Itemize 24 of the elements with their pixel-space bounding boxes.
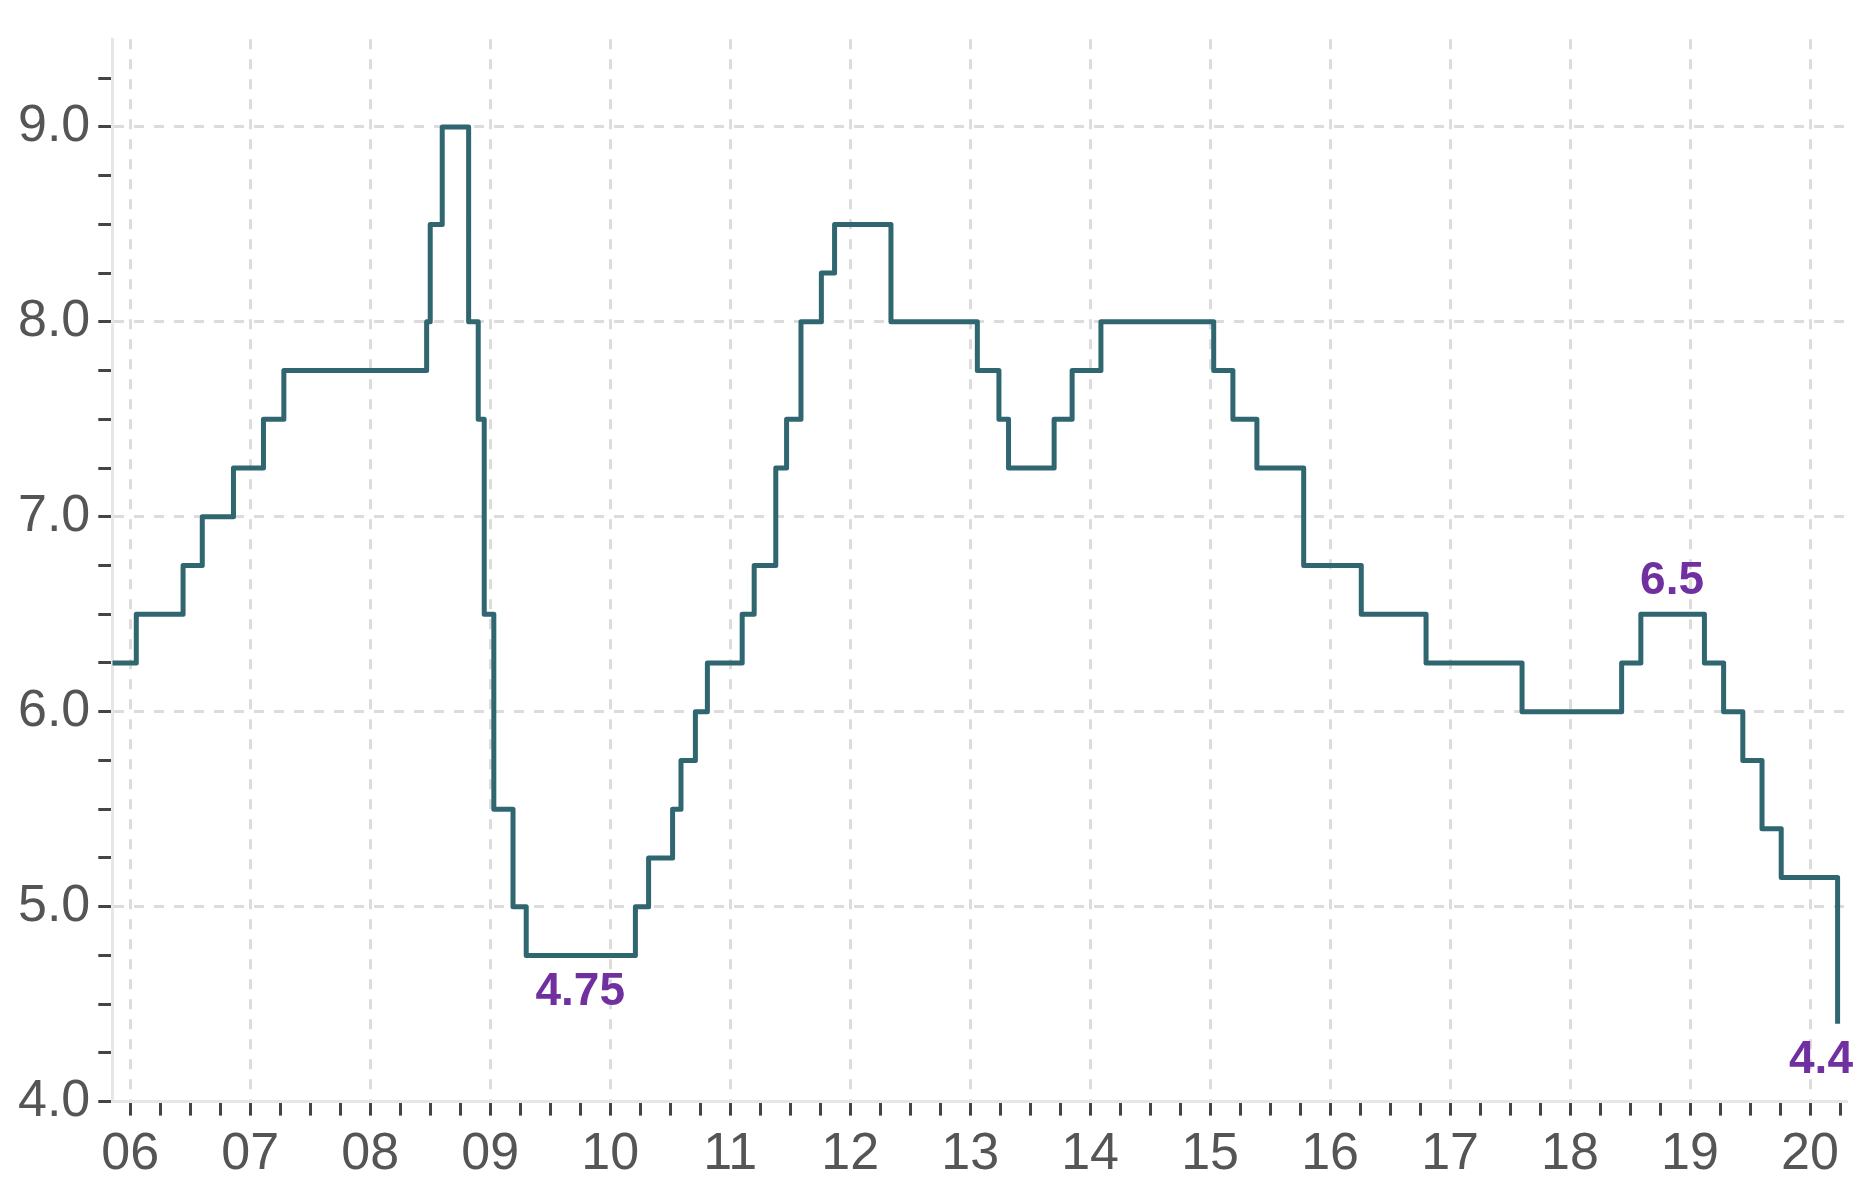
x-tick-label: 09 (461, 1122, 520, 1181)
x-tick-label: 18 (1541, 1122, 1599, 1181)
x-tick-label: 12 (821, 1122, 880, 1181)
y-tick-label: 8.0 (17, 289, 91, 348)
x-tick-label: 15 (1181, 1122, 1240, 1181)
x-tick-label: 07 (221, 1122, 280, 1181)
x-tick-label: 19 (1661, 1122, 1719, 1181)
y-tick-label: 7.0 (17, 484, 91, 543)
x-tick-label: 06 (101, 1122, 160, 1181)
annotation: 6.5 (1640, 551, 1705, 604)
x-tick-label: 14 (1061, 1122, 1120, 1181)
annotation: 4.75 (535, 963, 625, 1016)
y-tick-label: 5.0 (17, 874, 91, 933)
x-tick-label: 08 (341, 1122, 400, 1181)
x-tick-label: 16 (1301, 1122, 1360, 1181)
x-tick-label: 17 (1421, 1122, 1479, 1181)
y-tick-label: 4.0 (17, 1068, 91, 1127)
x-tick-label: 10 (581, 1122, 640, 1181)
y-tick-label: 9.0 (17, 94, 91, 153)
x-tick-label: 20 (1781, 1122, 1839, 1181)
y-tick-label: 6.0 (17, 679, 91, 738)
x-tick-label: 13 (941, 1122, 1000, 1181)
x-tick-label: 11 (703, 1122, 758, 1181)
annotation: 4.4 (1789, 1031, 1854, 1084)
